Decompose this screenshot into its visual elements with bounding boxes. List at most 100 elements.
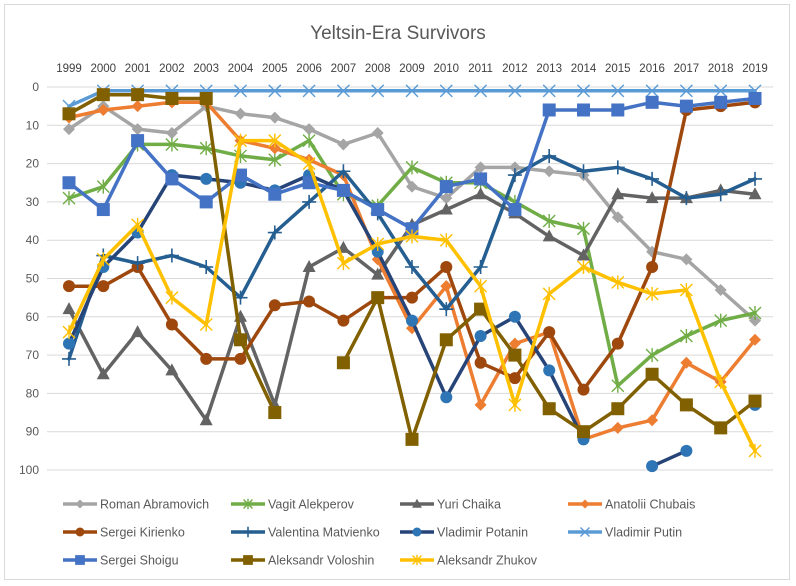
data-point — [336, 183, 350, 197]
y-tick-label: 10 — [26, 118, 40, 132]
legend-label: Anatolii Chubais — [605, 498, 695, 512]
data-point — [96, 203, 110, 217]
data-point — [748, 91, 762, 105]
data-point — [611, 84, 625, 98]
legend-marker — [75, 527, 85, 537]
data-point — [268, 111, 281, 124]
legend-item: Sergei Kirienko — [63, 526, 185, 540]
data-point — [131, 123, 144, 136]
legend-item: Vagit Alekperov — [231, 498, 355, 512]
data-point — [645, 191, 659, 204]
y-tick-label: 90 — [26, 425, 40, 439]
data-point — [131, 88, 145, 102]
data-point — [62, 302, 76, 315]
data-point — [577, 221, 590, 236]
data-point — [714, 313, 728, 328]
y-tick-label: 80 — [26, 386, 40, 400]
x-tick-label: 2001 — [125, 63, 151, 75]
data-point — [610, 160, 625, 175]
data-point — [714, 95, 728, 109]
legend-label: Vladimir Potanin — [437, 526, 528, 540]
series-lines — [62, 84, 762, 473]
data-point — [439, 333, 453, 347]
data-point — [303, 295, 316, 308]
series-vagit-alekperov — [62, 133, 762, 393]
y-tick-label: 100 — [19, 463, 39, 477]
legend-item: Anatolii Chubais — [568, 498, 695, 512]
data-point — [165, 363, 179, 376]
legend-label: Vagit Alekperov — [268, 498, 355, 512]
x-tick-label: 2018 — [708, 63, 734, 75]
data-point — [63, 337, 75, 350]
data-point — [543, 326, 556, 339]
data-point — [405, 432, 419, 446]
legend-label: Vladimir Putin — [605, 526, 682, 540]
legend-marker — [412, 498, 422, 508]
data-point — [439, 84, 453, 98]
series-yuri-chaika — [62, 183, 762, 426]
x-tick-label: 2007 — [331, 63, 357, 75]
data-point — [439, 180, 453, 194]
x-axis-ticks: 1999 2000 2001 2002 2003 2004 2005 2006 2007 2008… — [56, 63, 768, 75]
data-point — [199, 317, 213, 332]
y-tick-label: 50 — [26, 272, 40, 286]
data-point — [199, 141, 213, 156]
data-point — [63, 123, 75, 136]
y-tick-label: 20 — [26, 157, 40, 171]
y-tick-label: 30 — [26, 195, 40, 209]
data-point — [439, 302, 454, 317]
y-tick-label: 70 — [26, 348, 40, 362]
data-point — [234, 107, 247, 120]
data-point — [714, 421, 728, 435]
x-tick-label: 2003 — [193, 63, 219, 75]
data-point — [474, 329, 487, 342]
data-point — [542, 214, 556, 229]
legend: Roman Abramovich Vagit Alekperov Yuri Chai… — [63, 498, 695, 568]
chart-frame: Yeltsin-Era Survivors 0 10 20 30 40 50 60 70 80 9… — [4, 4, 790, 580]
x-tick-label: 2010 — [434, 63, 460, 75]
data-point — [234, 133, 247, 148]
legend-item: Vladimir Putin — [568, 526, 682, 540]
data-point — [645, 171, 660, 186]
data-point — [371, 203, 385, 217]
data-point — [679, 328, 693, 343]
data-point — [268, 142, 281, 155]
data-point — [302, 176, 316, 190]
legend-marker — [243, 498, 253, 510]
data-point — [645, 348, 659, 363]
data-point — [645, 84, 659, 98]
data-point — [577, 84, 590, 98]
data-point — [611, 211, 624, 224]
data-point — [268, 84, 282, 98]
data-point — [62, 191, 76, 206]
data-point — [473, 260, 488, 275]
data-point — [371, 291, 385, 305]
data-point — [165, 126, 178, 139]
data-point — [646, 261, 659, 274]
data-point — [406, 314, 418, 327]
data-point — [680, 444, 693, 457]
x-tick-label: 2014 — [571, 63, 597, 75]
data-point — [577, 425, 590, 439]
data-point — [542, 402, 556, 416]
legend-marker — [412, 554, 422, 566]
x-tick-label: 2011 — [468, 63, 493, 75]
data-point — [303, 123, 316, 136]
data-point — [234, 168, 247, 182]
legend-label: Sergei Shoigu — [100, 554, 179, 568]
data-point — [200, 172, 213, 185]
data-point — [62, 351, 76, 366]
data-point — [131, 100, 144, 113]
y-tick-label: 40 — [26, 233, 40, 247]
data-point — [164, 248, 179, 263]
data-point — [405, 160, 419, 175]
data-point — [131, 325, 145, 338]
data-point — [336, 356, 350, 370]
data-point — [714, 283, 727, 296]
chart-title: Yeltsin-Era Survivors — [310, 23, 486, 44]
x-tick-label: 2019 — [742, 63, 768, 75]
data-point — [646, 414, 659, 427]
data-point — [440, 280, 453, 293]
legend-label: Valentina Matvienko — [268, 526, 380, 540]
legend-label: Roman Abramovich — [100, 498, 209, 512]
